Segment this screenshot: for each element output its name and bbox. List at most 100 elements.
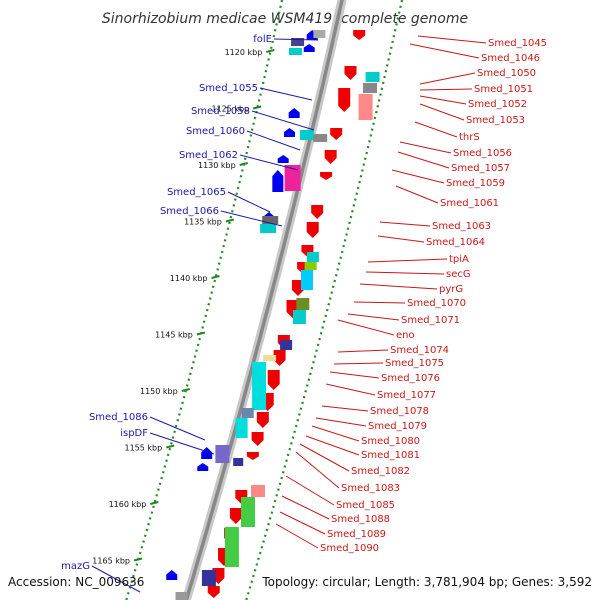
reverse-gene-label: Smed_1071 <box>401 315 460 326</box>
forward-gene-label: Smed_1066 <box>160 206 219 217</box>
reverse-connector <box>333 362 384 365</box>
reverse-connector <box>329 371 380 379</box>
track-block <box>292 310 306 324</box>
scale-label: 1120 kbp <box>225 48 263 57</box>
reverse-gene-label: Smed_1050 <box>477 68 536 79</box>
reverse-connector <box>311 425 360 442</box>
forward-gene-arrow <box>277 155 289 163</box>
track-block <box>251 485 265 497</box>
reverse-gene-arrow <box>256 412 269 428</box>
reverse-connector <box>379 221 431 227</box>
reverse-connector <box>419 103 465 121</box>
reverse-connector <box>315 417 367 427</box>
reverse-gene-label: Smed_1085 <box>336 500 395 511</box>
scale-label: 1155 kbp <box>124 444 162 453</box>
reverse-connector <box>417 35 487 44</box>
scale-label: 1130 kbp <box>198 161 236 170</box>
forward-gene-arrow <box>284 128 296 137</box>
reverse-connector <box>414 121 458 138</box>
reverse-connector <box>285 475 335 506</box>
scale-tick <box>181 388 190 392</box>
reverse-gene-arrow <box>306 222 319 238</box>
reverse-gene-label: Smed_1052 <box>468 99 527 110</box>
feature-tracks <box>166 30 380 600</box>
reverse-connector <box>391 169 445 184</box>
forward-connector <box>273 38 319 41</box>
reverse-gene-arrow <box>207 586 220 598</box>
forward-connector <box>239 154 299 171</box>
scale-label: 1145 kbp <box>155 331 193 340</box>
reverse-connector <box>275 523 319 549</box>
reverse-gene-arrow <box>291 280 304 296</box>
label-connectors <box>91 35 487 593</box>
scale-label: 1165 kbp <box>92 557 130 566</box>
forward-gene-arrow <box>272 170 284 192</box>
track-block <box>304 262 317 270</box>
forward-connector <box>251 110 315 131</box>
genome-backbone <box>181 0 347 600</box>
forward-gene-label: ispDF <box>120 428 148 439</box>
reverse-connector <box>419 72 476 85</box>
reverse-gene-arrow <box>273 350 286 366</box>
reverse-connector <box>397 151 450 169</box>
reverse-gene-label: Smed_1083 <box>341 483 400 494</box>
forward-connector <box>149 432 215 455</box>
reverse-connector <box>359 283 438 290</box>
track-block <box>313 134 328 142</box>
reverse-connector <box>377 235 425 243</box>
reverse-gene-arrow <box>229 508 242 524</box>
reverse-gene-labels: Smed_1045 Smed_1046 Smed_1050 Smed_1051 Smed… <box>320 38 547 554</box>
scale-tick <box>252 105 262 110</box>
reverse-gene-arrow <box>311 205 324 219</box>
reverse-gene-arrow <box>246 452 259 460</box>
reverse-gene-label: thrS <box>459 132 480 143</box>
track-block <box>233 458 244 466</box>
forward-connector <box>246 130 301 151</box>
reverse-gene-label: Smed_1078 <box>370 406 429 417</box>
outer-left-dots <box>125 0 284 600</box>
track-block <box>175 592 188 600</box>
reverse-connector <box>395 185 439 204</box>
reverse-connector <box>305 435 360 456</box>
scale-tick <box>239 162 248 166</box>
forward-gene-label: Smed_1060 <box>186 126 245 137</box>
reverse-gene-label: Smed_1051 <box>474 84 533 95</box>
reverse-connector <box>365 271 445 275</box>
reverse-connector <box>347 313 400 321</box>
forward-connector <box>91 565 141 593</box>
track-block <box>280 340 293 350</box>
reverse-gene-label: Smed_1053 <box>466 115 525 126</box>
reverse-connector <box>337 319 395 336</box>
scale-label: 1140 kbp <box>170 274 208 283</box>
reverse-gene-arrow <box>324 150 337 164</box>
track-block <box>299 130 314 140</box>
reverse-connector <box>279 511 326 535</box>
track-block <box>363 83 377 93</box>
forward-gene-label: Smed_1062 <box>179 150 238 161</box>
reverse-connector <box>353 301 406 304</box>
reverse-gene-arrow <box>353 30 366 40</box>
track-block <box>224 527 239 567</box>
reverse-gene-label: Smed_1089 <box>327 529 386 540</box>
reverse-gene-arrow <box>344 66 357 80</box>
reverse-gene-label: pyrG <box>439 284 463 295</box>
track-block <box>358 94 373 120</box>
track-block <box>313 30 326 38</box>
scale-tick <box>266 49 275 53</box>
reverse-gene-label: Smed_1046 <box>481 53 540 64</box>
scale-ticks: 1120 kbp 1125 kbp 1130 kbp 1135 kbp 1140 kbp… <box>92 48 275 566</box>
forward-connector <box>220 210 283 227</box>
forward-gene-label: Smed_1065 <box>167 187 226 198</box>
reverse-connector <box>419 95 467 105</box>
reverse-gene-arrow <box>320 172 333 180</box>
reverse-gene-arrow <box>338 88 351 112</box>
reverse-connector <box>367 258 448 263</box>
topology-text: Topology: circular; Length: 3,781,904 bp… <box>262 575 592 589</box>
forward-gene-labels: folE Smed_1055 Smed_1058 Smed_1060 Smed_1062… <box>61 34 272 572</box>
track-block <box>235 418 248 438</box>
reverse-gene-label: Smed_1076 <box>381 373 440 384</box>
reverse-connector <box>337 349 389 353</box>
track-block <box>215 445 230 463</box>
track-block <box>241 408 254 418</box>
